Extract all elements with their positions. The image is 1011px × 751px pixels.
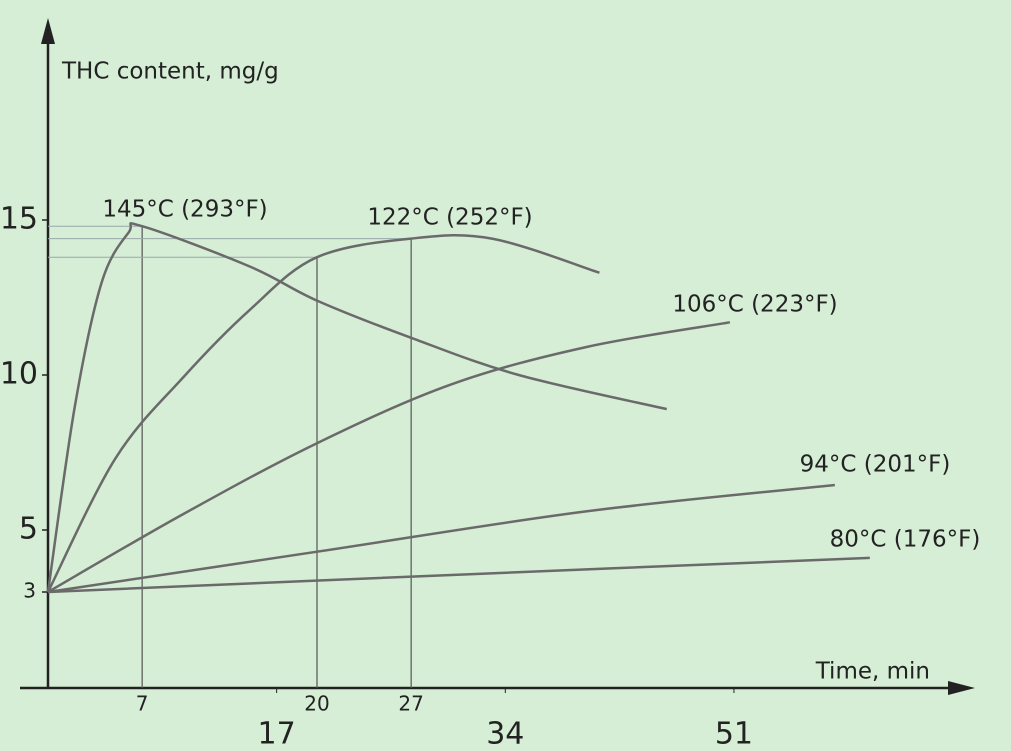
x-tick-label: 27 (398, 692, 423, 716)
series-line (46, 221, 667, 593)
y-tick-label: 5 (19, 512, 38, 547)
x-axis-label: Time, min (815, 659, 930, 685)
series-line (46, 234, 600, 593)
y-tick-label: 15 (0, 202, 38, 237)
series-line (47, 483, 835, 594)
x-tick-label: 7 (136, 692, 149, 716)
y-axis-label: THC content, mg/g (61, 59, 279, 85)
series-line (47, 321, 731, 594)
series-label: 106°C (223°F) (672, 292, 837, 318)
series-label: 145°C (293°F) (102, 197, 267, 223)
x-arrow (948, 681, 975, 695)
y-tick-label: 10 (0, 357, 38, 392)
series-label: 122°C (252°F) (367, 205, 532, 231)
series-line (47, 556, 870, 594)
x-tick-label-secondary: 17 (258, 717, 296, 751)
x-tick-label-secondary: 51 (715, 717, 753, 751)
series-label: 94°C (201°F) (800, 452, 951, 478)
series-label: 80°C (176°F) (830, 527, 981, 553)
x-tick-label-secondary: 34 (486, 717, 524, 751)
x-tick-label: 20 (304, 692, 329, 716)
y-tick-label: 3 (23, 579, 36, 603)
y-arrow (41, 18, 55, 44)
